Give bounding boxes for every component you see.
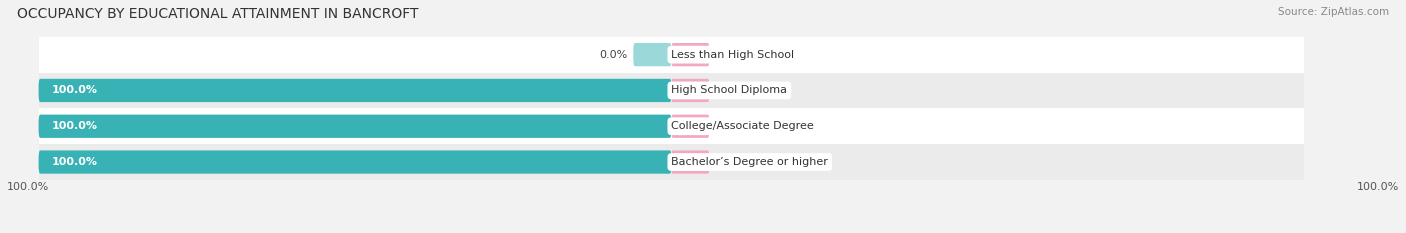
Text: Bachelor’s Degree or higher: Bachelor’s Degree or higher <box>671 157 828 167</box>
FancyBboxPatch shape <box>38 144 1305 180</box>
Text: OCCUPANCY BY EDUCATIONAL ATTAINMENT IN BANCROFT: OCCUPANCY BY EDUCATIONAL ATTAINMENT IN B… <box>17 7 419 21</box>
Text: 100.0%: 100.0% <box>1357 182 1399 192</box>
Text: 0.0%: 0.0% <box>599 50 627 60</box>
Text: 0.0%: 0.0% <box>723 50 751 60</box>
FancyBboxPatch shape <box>671 115 710 138</box>
Text: 100.0%: 100.0% <box>51 157 97 167</box>
FancyBboxPatch shape <box>38 115 672 138</box>
Text: High School Diploma: High School Diploma <box>671 86 787 96</box>
Text: 100.0%: 100.0% <box>51 121 97 131</box>
Text: 100.0%: 100.0% <box>51 86 97 96</box>
Text: 0.0%: 0.0% <box>723 157 751 167</box>
Text: College/Associate Degree: College/Associate Degree <box>671 121 814 131</box>
Text: 0.0%: 0.0% <box>723 86 751 96</box>
FancyBboxPatch shape <box>38 108 1305 144</box>
Text: Source: ZipAtlas.com: Source: ZipAtlas.com <box>1278 7 1389 17</box>
FancyBboxPatch shape <box>38 37 1305 72</box>
FancyBboxPatch shape <box>38 72 1305 108</box>
FancyBboxPatch shape <box>671 43 710 66</box>
FancyBboxPatch shape <box>38 151 672 174</box>
Text: 0.0%: 0.0% <box>723 121 751 131</box>
FancyBboxPatch shape <box>38 79 672 102</box>
FancyBboxPatch shape <box>671 79 710 102</box>
FancyBboxPatch shape <box>671 151 710 174</box>
Text: Less than High School: Less than High School <box>671 50 794 60</box>
FancyBboxPatch shape <box>633 43 672 66</box>
Text: 100.0%: 100.0% <box>7 182 49 192</box>
